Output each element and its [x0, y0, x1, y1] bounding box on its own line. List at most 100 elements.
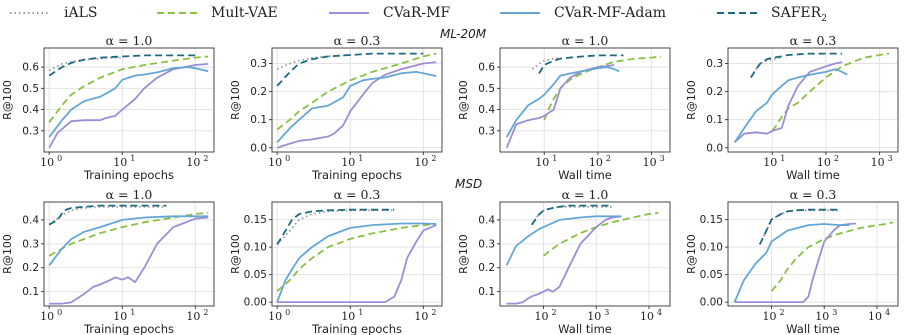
series-line-ials — [276, 209, 395, 246]
series-line-cvar-mf — [734, 222, 857, 304]
series-line-cvar-mf — [49, 216, 209, 305]
y-tick-label: 0.00 — [700, 297, 723, 309]
axes-frame — [271, 201, 443, 307]
x-tick-label: 10 — [643, 156, 657, 169]
y-tick-label: 0.3 — [250, 58, 267, 70]
subplot-title: α = 1.0 — [106, 33, 153, 48]
x-axis-label: Wall time — [786, 168, 840, 182]
series-line-mult-vae — [48, 211, 209, 257]
series-line-safer — [276, 208, 395, 245]
x-tick-label: 10 — [868, 310, 882, 323]
x-tick-exponent: 4 — [885, 308, 890, 317]
subplot-title: α = 1.0 — [106, 187, 153, 202]
axes-frame — [43, 47, 215, 153]
series-line-ials — [750, 56, 782, 78]
y-tick-label: 0.10 — [700, 242, 723, 254]
x-tick-label: 10 — [815, 310, 829, 323]
legend-label-safer: SAFER2 — [771, 5, 827, 24]
x-tick-label: 10 — [341, 310, 355, 323]
axes-frame — [727, 47, 899, 153]
y-axis-label: R@100 — [229, 234, 242, 274]
y-tick-label: 0.4 — [478, 104, 495, 116]
x-tick-exponent: 2 — [431, 154, 436, 163]
x-tick-label: 10 — [534, 310, 548, 323]
x-tick-exponent: 2 — [431, 308, 436, 317]
x-tick-label: 10 — [871, 156, 885, 169]
x-axis-label: Training epochs — [83, 168, 174, 182]
series-line-mult-vae — [276, 52, 437, 131]
x-tick-exponent: 1 — [358, 154, 363, 163]
subplot-title: α = 0.3 — [334, 33, 381, 48]
x-tick-exponent: 3 — [888, 154, 893, 163]
series-line-mult-vae — [771, 52, 890, 132]
x-tick-label: 10 — [186, 156, 200, 169]
axes-frame — [271, 47, 443, 153]
legend-label-mult-vae: Mult-VAE — [211, 5, 278, 21]
x-tick-exponent: 3 — [604, 308, 609, 317]
x-tick-exponent: 1 — [130, 154, 135, 163]
x-tick-label: 10 — [414, 310, 428, 323]
legend-item-cvar-mf-adam: CVaR-MF-Adam — [498, 4, 698, 22]
series-line-mult-vae — [276, 223, 437, 292]
subplot-5: 10 0 10 1 10 20.000.050.100.15α = 0.3Training… — [229, 187, 443, 335]
x-axis-label: Training epochs — [83, 322, 174, 335]
series-line-cvar-mf — [277, 224, 437, 304]
x-tick-exponent: 2 — [203, 308, 208, 317]
y-tick-label: 0.2 — [250, 86, 267, 98]
x-tick-label: 10 — [535, 156, 549, 169]
y-tick-label: 0.05 — [244, 269, 267, 281]
y-tick-label: 0.1 — [22, 286, 39, 298]
series-line-safer — [276, 52, 424, 87]
series-line-cvar-mf-adam — [733, 223, 850, 303]
x-tick-exponent: 2 — [779, 308, 784, 317]
y-tick-label: 0.2 — [22, 262, 39, 274]
x-tick-label: 10 — [40, 310, 54, 323]
legend-swatch-mult-vae — [157, 12, 197, 14]
x-tick-label: 10 — [817, 156, 831, 169]
x-tick-exponent: 1 — [130, 308, 135, 317]
y-axis-label: R@100 — [229, 80, 242, 120]
x-axis-label: Training epochs — [311, 322, 402, 335]
x-tick-label: 10 — [762, 310, 776, 323]
y-tick-label: 0.3 — [22, 125, 39, 137]
y-tick-label: 0.05 — [700, 269, 723, 281]
series-line-mult-vae — [770, 221, 894, 292]
x-tick-label: 10 — [414, 156, 428, 169]
series-line-safer — [48, 204, 167, 226]
x-tick-label: 10 — [763, 156, 777, 169]
y-tick-label: 0.5 — [478, 83, 495, 95]
legend-swatch-cvar-mf — [329, 12, 369, 14]
series-line-cvar-mf-adam — [276, 71, 437, 143]
series-line-safer — [750, 52, 843, 78]
x-tick-exponent: 1 — [780, 154, 785, 163]
legend-label-ials: iALS — [64, 5, 98, 21]
x-tick-label: 10 — [40, 156, 54, 169]
axes-frame — [499, 47, 671, 153]
y-tick-label: 0.00 — [244, 297, 267, 309]
axes-frame — [499, 201, 671, 307]
y-tick-label: 0.10 — [244, 242, 267, 254]
series-line-cvar-mf — [48, 63, 209, 149]
y-tick-label: 0.6 — [478, 62, 495, 74]
y-axis-label: R@100 — [1, 80, 14, 120]
y-tick-label: 0.2 — [478, 262, 495, 274]
y-axis-label: R@100 — [457, 234, 470, 274]
x-tick-exponent: 1 — [552, 154, 557, 163]
legend-swatch-safer — [717, 12, 757, 14]
x-axis-label: Wall time — [558, 168, 612, 182]
y-axis-label: R@100 — [457, 80, 470, 120]
series-line-safer — [758, 208, 841, 245]
series-line-cvar-mf-adam — [505, 215, 622, 266]
legend: iALS Mult-VAE CVaR-MF CVaR-MF-Adam SAFER… — [0, 2, 908, 24]
y-axis-label: R@100 — [685, 234, 698, 274]
y-tick-label: 0.4 — [478, 214, 495, 226]
y-tick-label: 0.3 — [478, 125, 495, 137]
x-tick-label: 10 — [186, 310, 200, 323]
y-tick-label: 0.4 — [22, 104, 39, 116]
x-tick-exponent: 3 — [832, 308, 837, 317]
y-tick-label: 0.15 — [244, 214, 267, 226]
x-tick-exponent: 3 — [660, 154, 665, 163]
